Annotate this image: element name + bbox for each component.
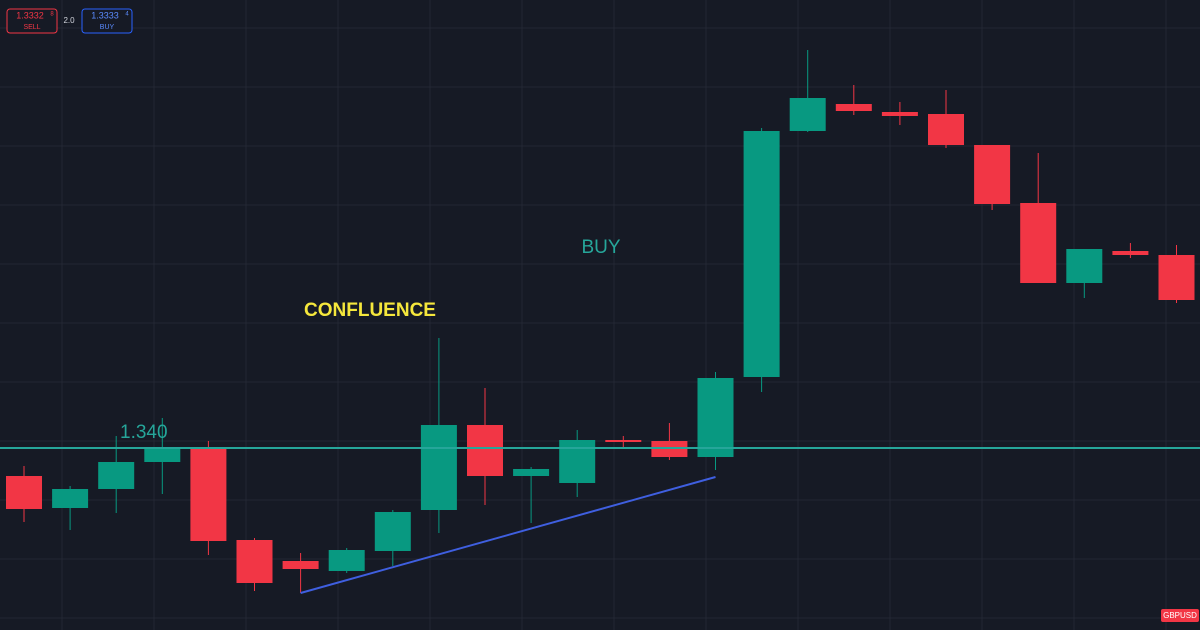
candle-body [98,462,135,489]
buy-label: BUY [100,24,115,31]
candle-body [1158,255,1195,300]
candle-body [974,145,1011,204]
plot: 1.340 CONFLUENCE BUY [0,50,1200,594]
candle-body [374,512,411,551]
buy-price: 1.3333 [91,10,119,20]
candle-body [697,378,734,457]
candle-body [467,425,503,476]
candle-body [559,440,596,483]
sell-label: SELL [23,24,40,31]
annotation: CONFLUENCE [304,300,436,321]
candle-body [881,112,918,116]
candle-body [1020,203,1057,283]
candle-body [743,131,780,377]
spread: 2.0 [63,16,75,25]
sell-price: 1.3332 [16,10,44,20]
candle-body [236,540,273,583]
annotation: BUY [581,237,620,258]
candle-body [1066,249,1103,283]
candle-body [605,440,642,442]
candle-body [1112,251,1149,255]
sell-button[interactable] [6,8,58,34]
candle-body [420,425,457,510]
buy-button[interactable] [81,8,133,34]
symbol-badge [1161,609,1199,622]
candle-body [928,114,964,145]
trendline [300,476,716,594]
symbol: GBPUSD [1163,611,1197,620]
candle-body [6,476,42,509]
candle-body [513,469,550,476]
buy-pipette: 4 [125,12,129,18]
candle-body [52,489,89,508]
candle-body [328,550,365,571]
candle-body [282,561,319,569]
candle-body [144,449,181,462]
candle-body [835,104,872,111]
sell-pipette: 8 [50,12,54,18]
level-label: 1.340 [120,422,168,443]
candle-body [190,449,227,541]
order-widget: 1.3332 8 SELL 2.0 1.3333 4 BUY [6,8,133,34]
candle-body [789,98,826,131]
